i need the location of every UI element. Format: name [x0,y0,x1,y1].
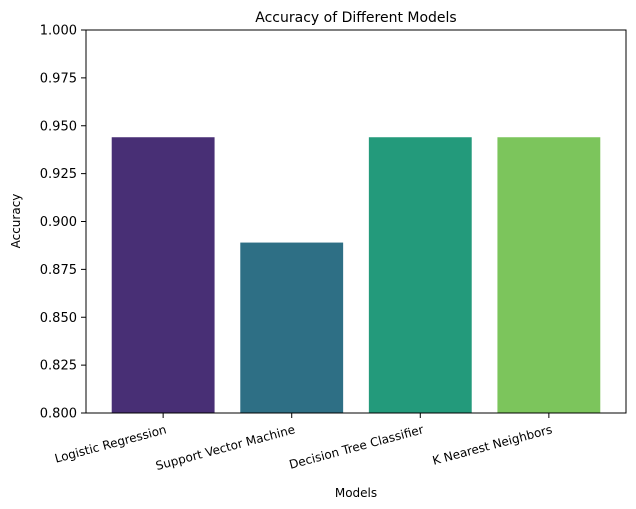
chart-title: Accuracy of Different Models [255,10,456,26]
y-tick-label: 0.800 [40,407,77,422]
bar-1 [111,137,215,414]
y-tick-label: 0.850 [40,311,77,326]
y-tick-label: 0.900 [40,215,77,230]
x-tick-label: Support Vector Machine [154,422,296,473]
bar-4 [497,137,601,414]
y-tick-label: 0.925 [40,167,77,182]
y-tick-label: 0.825 [40,359,77,374]
y-tick-label: 0.975 [40,71,77,86]
y-tick-label: 0.950 [40,119,77,134]
x-tick-label: K Nearest Neighbors [431,422,554,467]
bars-group [111,137,601,414]
y-tick-label: 1.000 [40,24,77,39]
y-axis-label: Accuracy [9,194,23,249]
x-tick-label: Logistic Regression [53,422,168,465]
plot-frame [85,29,627,414]
y-tick-label: 0.875 [40,263,77,278]
x-tick-label: Decision Tree Classifier [288,422,425,471]
bar-3 [368,137,472,414]
x-axis-label: Models [335,486,377,500]
bar-2 [240,242,344,413]
y-axis-ticks: 0.800 0.825 0.850 0.875 0.900 0.925 0.950 0.975… [40,24,86,422]
